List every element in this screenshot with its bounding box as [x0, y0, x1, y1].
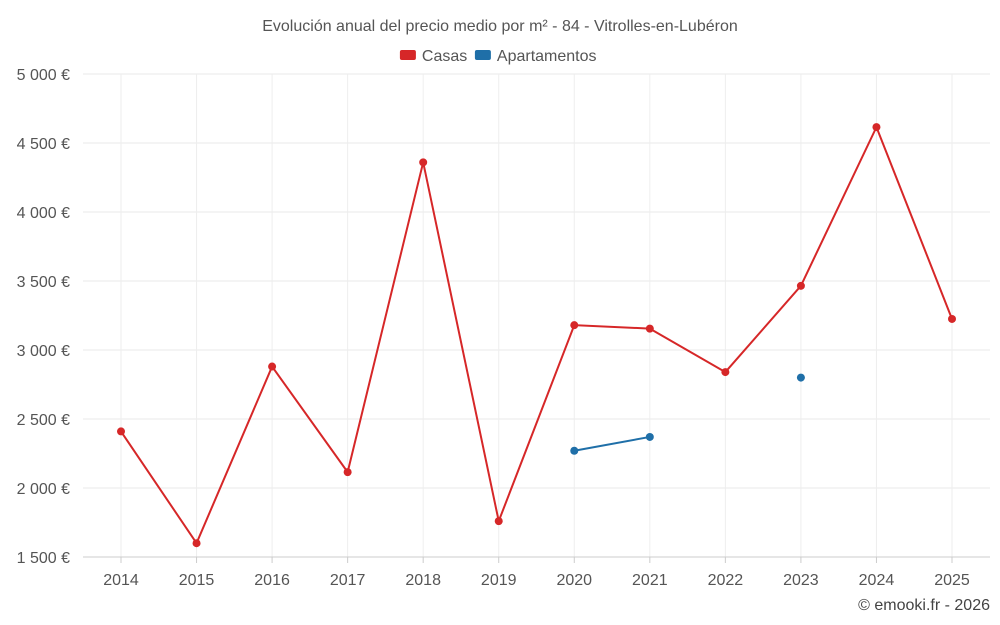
data-point-casas: [721, 368, 730, 377]
x-tick-label: 2015: [179, 572, 215, 589]
x-tick-label: 2022: [708, 572, 744, 589]
data-point-casas: [948, 314, 956, 323]
y-tick-label: 2 000 €: [17, 481, 70, 498]
data-point-casas: [570, 321, 579, 330]
legend-swatch: [399, 50, 416, 60]
x-tick-label: 2021: [632, 572, 668, 589]
data-point-casas: [192, 539, 201, 548]
y-tick-label: 4 500 €: [17, 136, 70, 153]
data-point-apartamentos: [796, 373, 805, 382]
legend-label: Casas: [422, 48, 467, 65]
x-tick-label: 2018: [405, 572, 441, 589]
y-tick-label: 4 000 €: [17, 205, 70, 222]
data-point-casas: [872, 123, 881, 132]
data-point-casas: [268, 362, 277, 371]
legend-swatch: [474, 50, 491, 60]
data-point-apartamentos: [645, 432, 654, 441]
series-group: [117, 123, 956, 548]
x-tick-label: 2019: [481, 572, 517, 589]
x-tick-label: 2020: [556, 572, 592, 589]
y-tick-label: 2 500 €: [17, 412, 70, 429]
data-point-apartamentos: [570, 446, 579, 455]
series-line-apartamentos: [574, 435, 650, 452]
y-tick-label: 3 000 €: [17, 343, 70, 360]
x-tick-label: 2017: [330, 572, 366, 589]
y-tick-label: 1 500 €: [17, 550, 70, 567]
legend-label: Apartamentos: [497, 48, 597, 65]
grid: [83, 73, 990, 558]
data-point-casas: [117, 427, 125, 436]
data-point-casas: [494, 517, 503, 526]
x-tick-label: 2016: [254, 572, 290, 589]
y-tick-label: 3 500 €: [17, 274, 70, 291]
data-point-casas: [419, 158, 428, 167]
credit-text: © emooki.fr - 2026: [858, 597, 990, 614]
y-tick-label: 5 000 €: [17, 67, 70, 84]
x-tick-label: 2025: [934, 572, 970, 589]
x-tick-label: 2014: [103, 572, 139, 589]
x-tick-label: 2024: [859, 572, 895, 589]
data-point-casas: [343, 468, 352, 477]
x-tick-label: 2023: [783, 572, 819, 589]
chart-title: Evolución anual del precio medio por m² …: [262, 18, 738, 35]
data-point-casas: [796, 281, 805, 290]
series-line-casas: [120, 124, 953, 546]
legend: Casas Apartamentos: [399, 48, 597, 65]
data-point-casas: [645, 324, 654, 333]
axes: 1 500 € 2 000 € 2 500 € 3 000 € 3 500 € 4 000…: [17, 67, 990, 589]
